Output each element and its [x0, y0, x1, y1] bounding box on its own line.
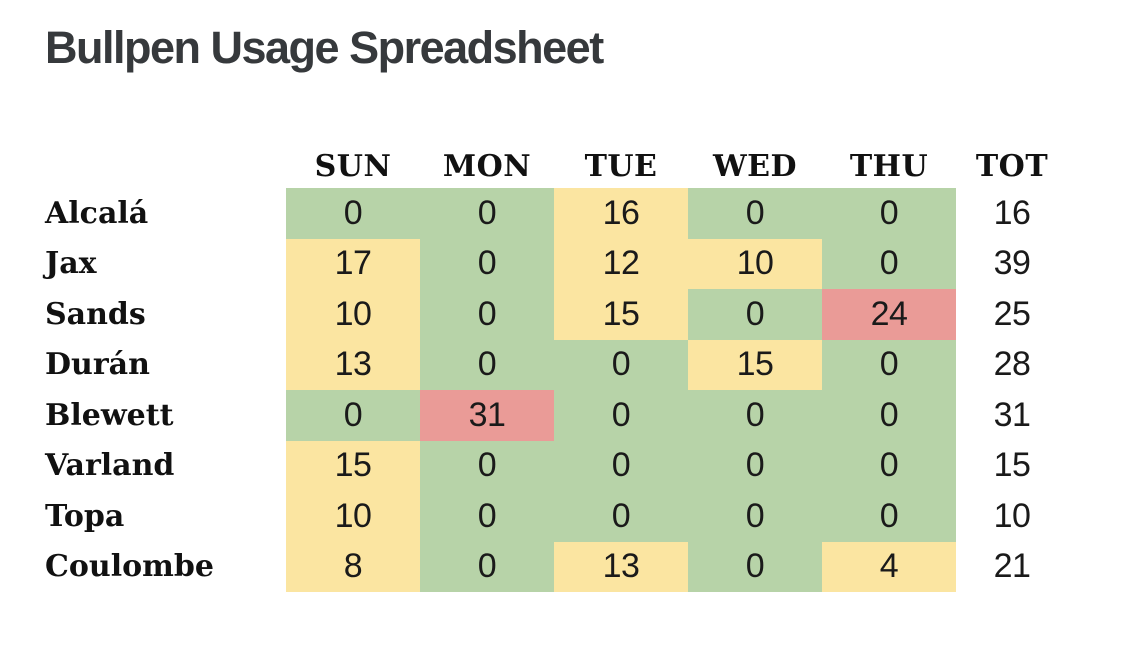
corner-spacer: [45, 144, 286, 188]
cell: 31: [420, 390, 554, 441]
cell: 17: [286, 238, 420, 289]
cell: 0: [822, 339, 956, 390]
cell: 0: [286, 188, 420, 239]
col-header-tot: TOT: [975, 148, 1049, 184]
cell: 0: [688, 188, 822, 239]
total-cell: 21: [993, 547, 1031, 586]
cell: 0: [554, 390, 688, 441]
cell: 0: [420, 238, 554, 289]
cell: 13: [286, 339, 420, 390]
row-label: Durán: [45, 347, 150, 383]
cell: 0: [688, 289, 822, 340]
cell: 0: [420, 188, 554, 239]
cell: 0: [420, 440, 554, 491]
col-header-tue: TUE: [584, 148, 658, 184]
cell: 10: [688, 238, 822, 289]
cell: 15: [286, 440, 420, 491]
total-cell: 10: [993, 496, 1031, 535]
cell: 10: [286, 289, 420, 340]
cell: 15: [688, 339, 822, 390]
cell: 0: [688, 440, 822, 491]
total-cell: 15: [993, 446, 1031, 485]
cell: 0: [688, 491, 822, 542]
total-cell: 16: [993, 193, 1031, 232]
cell: 0: [822, 390, 956, 441]
col-header-wed: WED: [712, 148, 798, 184]
cell: 0: [688, 390, 822, 441]
page-title: Bullpen Usage Spreadsheet: [45, 22, 604, 73]
total-cell: 31: [993, 395, 1031, 434]
cell: 0: [822, 238, 956, 289]
total-cell: 25: [993, 294, 1031, 333]
cell: 0: [420, 491, 554, 542]
cell: 13: [554, 541, 688, 592]
cell: 16: [554, 188, 688, 239]
cell: 0: [554, 491, 688, 542]
cell: 0: [286, 390, 420, 441]
col-header-thu: THU: [849, 148, 929, 184]
cell: 0: [822, 491, 956, 542]
total-cell: 28: [993, 345, 1031, 384]
row-label: Varland: [45, 448, 175, 484]
cell: 0: [688, 541, 822, 592]
row-label: Coulombe: [45, 549, 214, 585]
cell: 0: [554, 339, 688, 390]
cell: 0: [420, 289, 554, 340]
total-cell: 39: [993, 244, 1031, 283]
cell: 0: [822, 188, 956, 239]
row-label: Jax: [45, 246, 97, 282]
row-label: Blewett: [45, 397, 174, 433]
cell: 8: [286, 541, 420, 592]
col-header-sun: SUN: [314, 148, 392, 184]
row-label: Topa: [45, 498, 125, 534]
cell: 0: [420, 339, 554, 390]
col-header-mon: MON: [442, 148, 532, 184]
cell: 0: [554, 440, 688, 491]
cell: 15: [554, 289, 688, 340]
cell: 0: [822, 440, 956, 491]
bullpen-usage-table: SUN MON TUE WED THU TOT Alcalá 0 0 16 0 0 16 Jax 17 0 12…: [45, 144, 1068, 592]
cell: 4: [822, 541, 956, 592]
cell: 0: [420, 541, 554, 592]
cell: 24: [822, 289, 956, 340]
cell: 12: [554, 238, 688, 289]
row-label: Sands: [45, 296, 146, 332]
cell: 10: [286, 491, 420, 542]
row-label: Alcalá: [45, 195, 149, 231]
